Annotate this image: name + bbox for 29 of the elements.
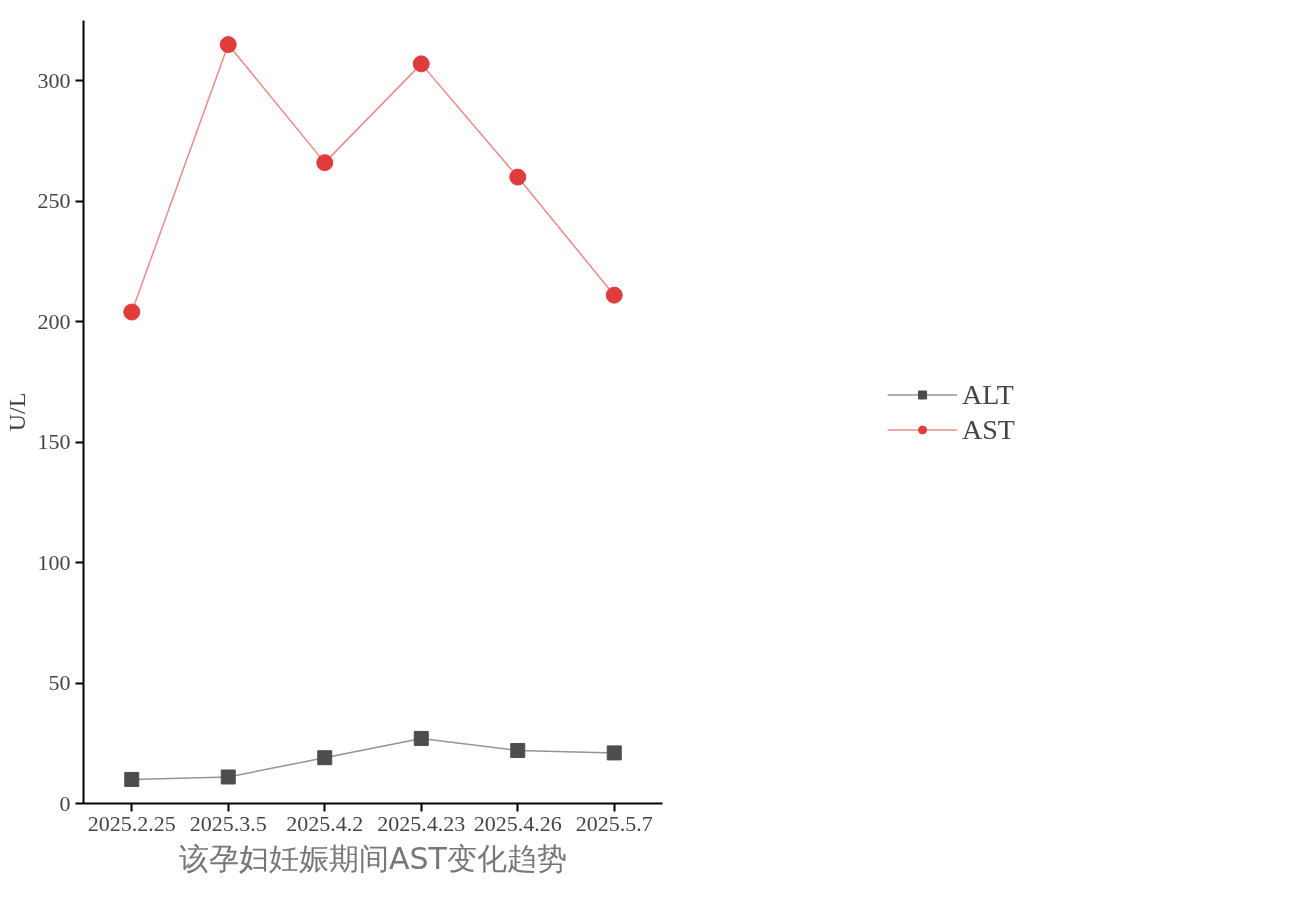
x-tick-label: 2025.2.25 bbox=[87, 810, 176, 836]
y-tick-label: 50 bbox=[48, 670, 71, 696]
x-tick-label: 2025.5.7 bbox=[575, 810, 653, 836]
point bbox=[219, 36, 237, 54]
legend-label: AST bbox=[962, 413, 1015, 445]
x-tick-label: 2025.4.2 bbox=[286, 810, 364, 836]
point bbox=[509, 168, 527, 186]
point bbox=[124, 771, 140, 787]
point bbox=[606, 745, 622, 761]
point bbox=[220, 769, 236, 785]
legend-label: ALT bbox=[962, 378, 1014, 410]
point bbox=[123, 303, 141, 321]
point bbox=[317, 750, 333, 766]
text: 该孕妇妊娠期间AST变化趋势 bbox=[179, 840, 567, 876]
point bbox=[510, 743, 526, 758]
y-tick-label: 0 bbox=[59, 790, 71, 816]
y-tick-label: 250 bbox=[37, 188, 71, 214]
y-tick-label: 150 bbox=[37, 429, 71, 455]
y-tick-label: 200 bbox=[37, 308, 71, 334]
x-tick-label: 2025.4.23 bbox=[377, 810, 466, 836]
y-tick-label: 300 bbox=[37, 67, 71, 93]
y-axis-title: U/L bbox=[3, 392, 30, 432]
point bbox=[316, 154, 334, 172]
point bbox=[605, 286, 623, 304]
x-tick-label: 2025.3.5 bbox=[189, 810, 267, 836]
x-tick-label: 2025.4.26 bbox=[473, 810, 562, 836]
y-tick-label: 100 bbox=[37, 549, 71, 575]
point bbox=[413, 730, 429, 746]
point bbox=[412, 55, 430, 73]
